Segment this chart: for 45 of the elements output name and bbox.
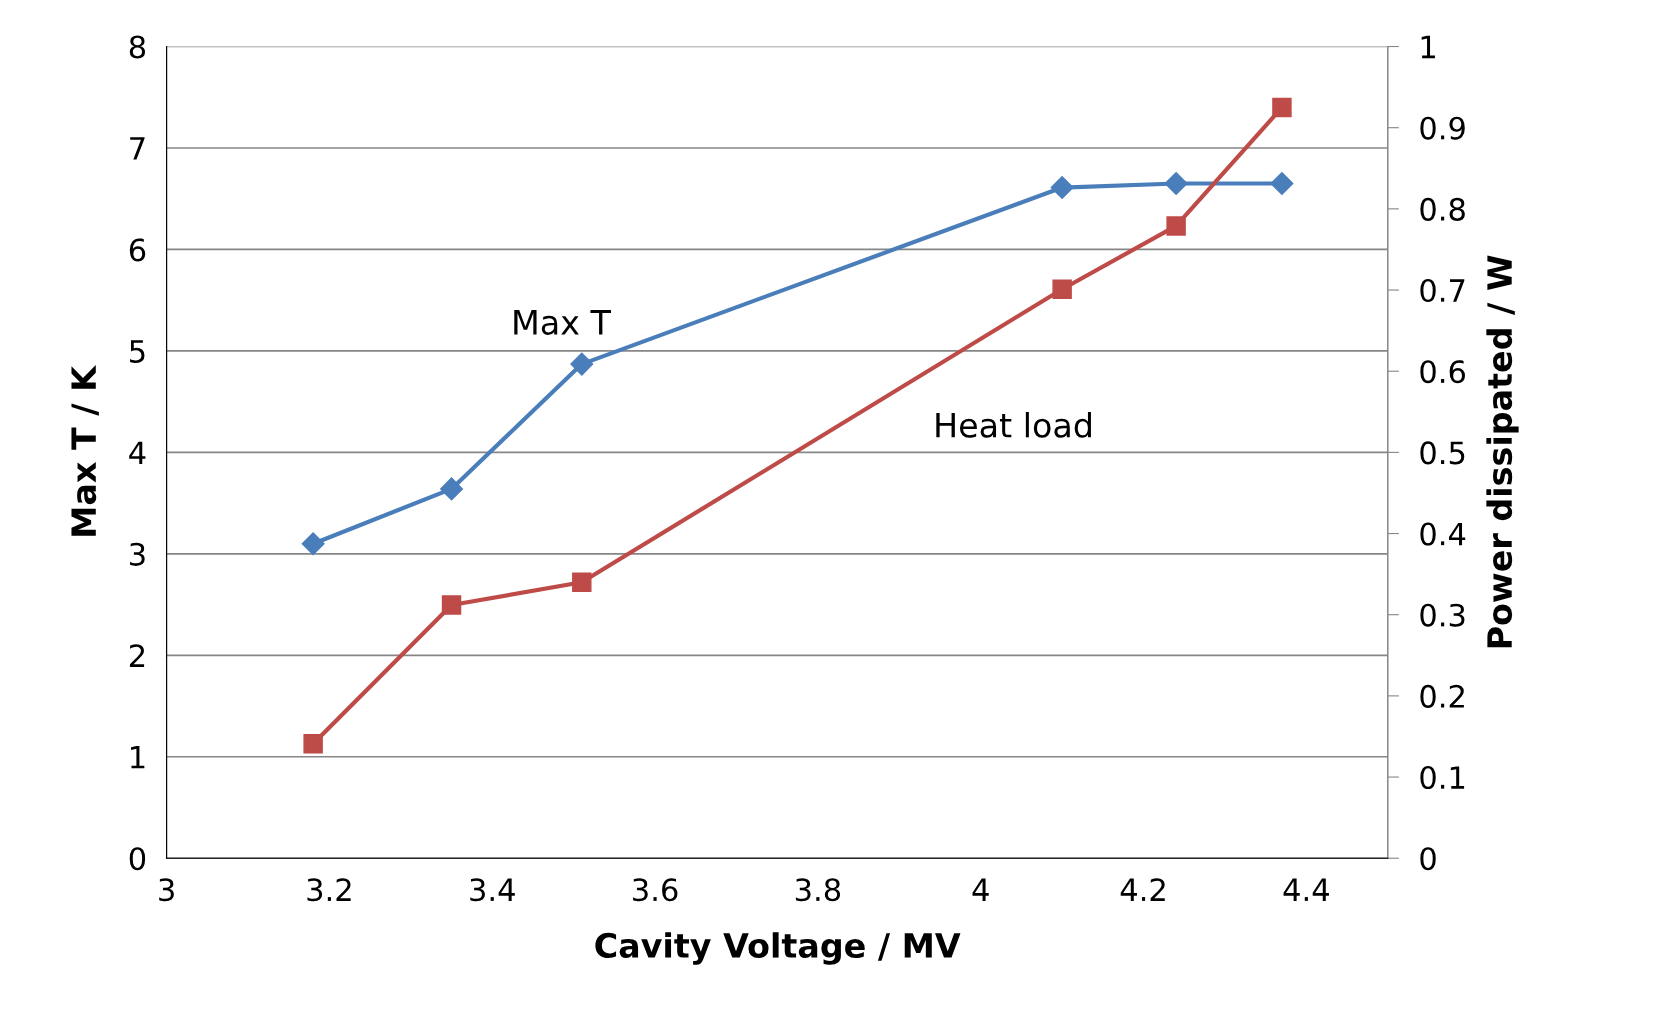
x-tick-label: 4 xyxy=(972,878,989,901)
y2-tick-label: 0.2 xyxy=(1420,684,1464,708)
y-tick-label: 1 xyxy=(131,746,145,769)
y2-tick-label: 0 xyxy=(1420,847,1436,871)
x-tick-label: 4.4 xyxy=(1283,878,1329,901)
x-tick-label: 3 xyxy=(159,878,174,902)
y2-tick-label: 0.7 xyxy=(1420,278,1465,303)
x-tick-label: 3.6 xyxy=(633,878,678,902)
y-tick-label: 3 xyxy=(130,542,145,566)
x-tick-label: 3.4 xyxy=(470,878,515,902)
series-label: Heat load xyxy=(936,411,1091,438)
point xyxy=(572,572,592,592)
point xyxy=(1272,97,1292,118)
point xyxy=(570,352,594,376)
y2-axis-title: Power dissipated / W xyxy=(1486,255,1519,648)
y-tick-label: 0 xyxy=(129,847,146,871)
x-tick-label: 3.2 xyxy=(307,878,351,902)
y-tick-label: 4 xyxy=(129,441,146,464)
y2-tick-label: 0.4 xyxy=(1420,522,1466,546)
y2-tick-label: 0.8 xyxy=(1420,197,1465,221)
y2-tick-label: 0.5 xyxy=(1420,441,1465,465)
point xyxy=(440,477,464,501)
y-tick-label: 7 xyxy=(130,137,145,160)
y2-tick-label: 0.9 xyxy=(1420,116,1465,140)
y2-tick-label: 0.6 xyxy=(1420,360,1465,384)
point xyxy=(1050,176,1074,200)
point xyxy=(1270,172,1294,196)
y-tick-label: 6 xyxy=(129,238,146,262)
point xyxy=(303,734,323,754)
y-axis-title: Max T / K xyxy=(71,365,99,536)
y-tick-label: 8 xyxy=(129,35,146,59)
y-tick-label: 2 xyxy=(129,644,145,667)
x-tick-label: 3.8 xyxy=(795,878,841,902)
y-tick-label: 5 xyxy=(130,340,145,363)
series-label: Max T xyxy=(514,310,611,335)
y2-tick-label: 1 xyxy=(1421,35,1435,59)
point xyxy=(441,595,462,615)
y2-tick-label: 0.1 xyxy=(1420,765,1465,790)
point xyxy=(301,532,325,556)
x-axis-title: Cavity Voltage / MV xyxy=(595,932,961,965)
point xyxy=(1166,216,1186,236)
point xyxy=(1052,279,1072,299)
y2-tick-label: 0.3 xyxy=(1420,603,1465,627)
point xyxy=(1164,172,1188,196)
x-tick-label: 4.2 xyxy=(1120,878,1165,901)
